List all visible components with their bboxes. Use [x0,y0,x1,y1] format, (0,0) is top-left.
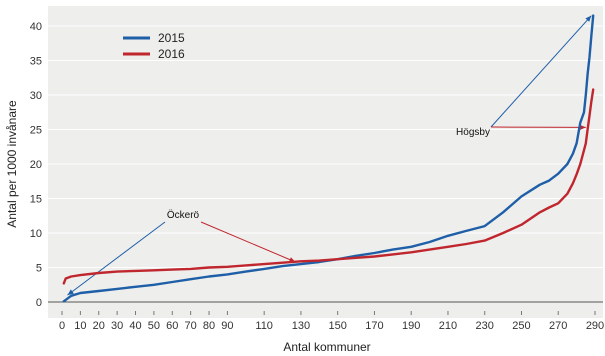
x-tick-label: 190 [402,320,420,332]
y-axis-ticks: 0 5 10 15 20 25 30 35 40 [30,21,42,309]
y-tick-label: 15 [30,194,42,206]
x-tick-label: 50 [148,320,160,332]
x-tick-label: 150 [329,320,347,332]
annotation-arrowhead-2016 [579,124,586,130]
annotation-arrow-2015 [490,15,592,128]
annotation-arrowhead-2015 [67,289,74,296]
x-tick-label: 60 [166,320,178,332]
series-line-2016 [62,88,595,285]
x-tick-label: 70 [185,320,197,332]
y-axis-title: Antal per 1000 invånare [5,100,19,228]
x-axis-ticks: 0 10 20 30 40 50 60 70 80 90 110 130 150 170 190 210 230… [59,311,604,332]
series-lines [62,14,595,303]
y-tick-label: 40 [30,21,42,33]
x-tick-label: 0 [59,320,65,332]
annotation-arrow-2016 [200,221,296,263]
x-tick-label: 170 [365,320,383,332]
x-tick-label: 20 [93,320,105,332]
legend-label-2016: 2016 [158,47,185,61]
x-tick-label: 80 [203,320,215,332]
x-tick-label: 30 [111,320,123,332]
y-tick-label: 20 [30,159,42,171]
x-tick-label: 40 [129,320,141,332]
x-tick-label: 250 [512,320,530,332]
y-tick-label: 0 [36,297,42,309]
plot-background [48,6,603,318]
series-line-2015 [62,14,595,303]
y-tick-label: 35 [30,56,42,68]
y-tick-label: 5 [36,263,42,275]
x-tick-label: 90 [221,320,233,332]
x-tick-label: 130 [292,320,310,332]
annotation-label: Högsby [456,127,490,138]
x-tick-label: 230 [476,320,494,332]
x-tick-label: 10 [74,320,86,332]
x-tick-label: 210 [439,320,457,332]
x-tick-label: 270 [549,320,567,332]
x-axis-title: Antal kommuner [283,340,370,354]
x-tick-label: 290 [586,320,604,332]
y-tick-label: 25 [30,125,42,137]
legend: 2015 2016 [123,31,185,61]
y-tick-label: 30 [30,90,42,102]
gridlines [48,25,603,268]
annotation-labels: Öckerö Högsby [167,127,490,221]
annotation-label: Öckerö [167,209,200,221]
y-tick-label: 10 [30,228,42,240]
annotation-arrowhead-2015 [585,15,592,22]
x-tick-label: 110 [255,320,273,332]
annotation-arrow-2015 [67,221,166,296]
legend-label-2015: 2015 [158,31,185,45]
